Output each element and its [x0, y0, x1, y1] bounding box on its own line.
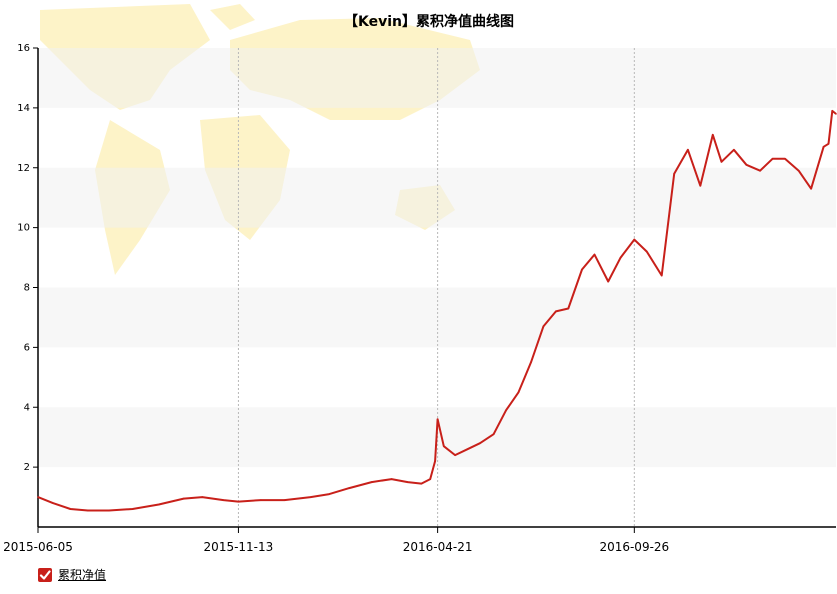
grid-bands: [38, 48, 836, 468]
data-point: [309, 496, 312, 498]
data-point: [420, 482, 423, 485]
x-tick-label: 2016-09-26: [599, 540, 669, 554]
x-tick-label: 2016-04-21: [403, 540, 473, 554]
data-point: [86, 509, 89, 512]
y-tick-label: 4: [24, 402, 30, 413]
data-point: [699, 184, 702, 187]
data-point: [593, 253, 596, 256]
data-point: [567, 307, 570, 310]
y-tick-label: 2: [24, 462, 30, 473]
data-point: [260, 499, 262, 501]
data-point: [454, 454, 456, 456]
data-point: [390, 478, 393, 480]
data-point: [687, 148, 689, 151]
y-tick-labels: 2 4 6 8 10 12 14 16: [17, 43, 38, 473]
y-tick-label: 6: [24, 342, 30, 353]
data-point: [810, 187, 812, 190]
data-point: [429, 478, 431, 480]
series-layer: [37, 109, 837, 512]
data-point: [466, 448, 469, 450]
data-point: [69, 508, 72, 510]
data-point: [581, 268, 583, 271]
y-tick-label: 10: [17, 223, 30, 234]
data-point: [406, 481, 409, 483]
data-point: [370, 481, 373, 483]
data-point: [619, 256, 622, 259]
grid-band: [38, 48, 836, 108]
y-tick-label: 14: [17, 103, 30, 114]
world-map-watermark: [40, 4, 480, 275]
checkbox-check-icon[interactable]: [38, 567, 52, 582]
data-point: [827, 143, 830, 145]
data-point: [711, 134, 714, 136]
data-point: [720, 160, 723, 163]
data-point: [745, 163, 748, 166]
legend-label: 累积净值: [58, 568, 107, 582]
data-point: [733, 148, 735, 151]
y-tick-label: 8: [24, 283, 30, 294]
data-point: [443, 445, 445, 447]
data-point: [328, 493, 331, 495]
map-shape-5: [210, 4, 255, 30]
data-point: [645, 250, 648, 253]
data-point: [283, 499, 286, 501]
data-point: [633, 238, 636, 241]
data-point: [530, 361, 532, 364]
data-point: [108, 509, 110, 512]
data-point: [37, 496, 39, 498]
data-point: [660, 274, 663, 277]
y-tick-label: 12: [17, 163, 30, 174]
data-point: [835, 113, 837, 115]
legend-item-cumulative-nav[interactable]: 累积净值: [38, 566, 106, 583]
data-point: [771, 157, 774, 160]
data-point: [831, 110, 834, 112]
data-point: [607, 280, 609, 283]
data-point: [759, 169, 761, 172]
x-tick-labels: 2015-06-05 2015-11-13 2016-04-21 2016-09-26: [3, 527, 669, 554]
data-point: [555, 310, 557, 313]
data-point: [797, 169, 800, 172]
data-point: [131, 508, 134, 510]
data-point: [492, 433, 495, 435]
data-point: [348, 487, 351, 489]
data-point: [784, 157, 786, 160]
grid-band: [38, 167, 836, 228]
data-point: [542, 325, 545, 328]
data-point: [237, 500, 240, 503]
data-point: [52, 502, 54, 504]
chart-title: 【Kevin】累积净值曲线图: [344, 13, 514, 30]
data-point: [434, 460, 436, 462]
y-tick-label: 16: [17, 43, 30, 54]
data-point: [182, 497, 185, 500]
data-point: [517, 391, 520, 394]
data-point: [157, 503, 160, 506]
data-point: [505, 409, 507, 412]
data-point: [201, 496, 204, 498]
data-point: [479, 442, 481, 444]
data-point: [822, 145, 825, 148]
data-point: [222, 499, 225, 501]
grid-band: [38, 287, 836, 348]
data-point: [436, 418, 439, 421]
x-tick-label: 2015-06-05: [3, 540, 73, 554]
data-point: [673, 172, 675, 175]
x-tick-label: 2015-11-13: [204, 540, 274, 554]
